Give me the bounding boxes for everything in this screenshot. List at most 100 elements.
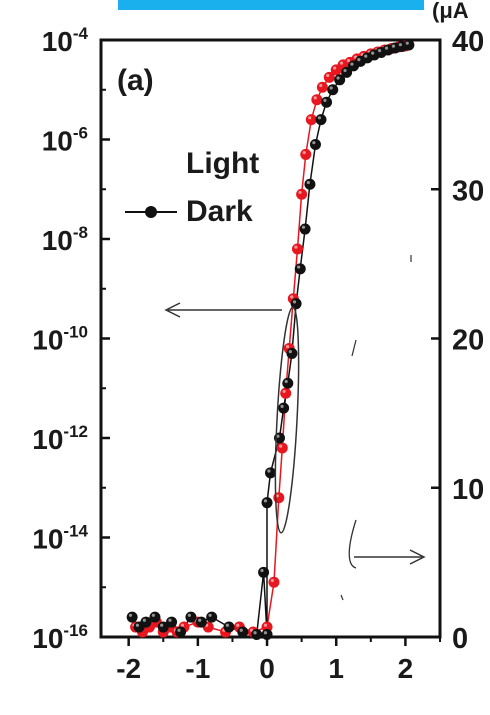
data-point-dark [309, 138, 321, 150]
data-point-highlight [282, 389, 286, 394]
data-point-highlight [236, 623, 240, 627]
data-point-highlight [377, 49, 382, 53]
x-tick-label: -2 [116, 653, 141, 684]
data-point-light [296, 188, 308, 200]
data-point-highlight [180, 623, 185, 627]
left-tick-label: 10-8 [42, 223, 88, 256]
data-point-dark [237, 626, 249, 638]
data-point-highlight [319, 83, 323, 88]
data-point-highlight [279, 444, 283, 448]
data-point-dark [195, 616, 207, 628]
data-point-highlight [384, 46, 389, 50]
data-point-highlight [357, 57, 361, 62]
annotation-log-axis [164, 302, 300, 534]
linear-trace-fragment-2 [351, 339, 357, 357]
data-point-highlight [326, 73, 330, 78]
plot-frame [99, 38, 442, 639]
x-tick-label: 2 [398, 653, 414, 684]
data-point-highlight [280, 404, 284, 408]
data-point-dark [206, 611, 218, 623]
left-tick-label: 10-12 [32, 422, 88, 455]
data-point-highlight [336, 76, 340, 80]
left-tick-label: 10-16 [32, 621, 88, 654]
data-point-highlight [405, 41, 409, 45]
data-point-highlight [160, 623, 164, 627]
data-point-dark [261, 497, 273, 509]
data-point-highlight [302, 151, 306, 155]
data-point-highlight [288, 350, 292, 354]
x-tick-label: 0 [259, 653, 275, 684]
data-point-highlight [290, 295, 294, 299]
data-point-dark [185, 611, 197, 623]
data-point-dark [282, 377, 294, 389]
data-point-highlight [294, 245, 298, 249]
data-point-dark [327, 84, 339, 96]
data-point-dark [315, 114, 327, 126]
data-point-dark [294, 263, 306, 275]
data-point-dark [299, 223, 311, 235]
series-line-light [135, 45, 406, 634]
right-tick-label: 0 [452, 623, 468, 655]
annotation-ellipse-left [274, 306, 300, 534]
data-point-light [276, 442, 288, 454]
data-point-highlight [350, 62, 354, 66]
data-point-dark [403, 39, 415, 51]
data-point-highlight [364, 54, 368, 58]
legend: Light Dark [125, 147, 259, 228]
data-point-highlight [301, 225, 306, 229]
data-point-highlight [263, 499, 268, 503]
data-point-light [280, 387, 292, 399]
data-point-highlight [135, 623, 140, 627]
data-point-dark [265, 467, 276, 479]
series-layer [126, 39, 415, 641]
right-tick-label: 10 [452, 474, 484, 506]
data-point-highlight [276, 434, 280, 438]
right-tick-label: 30 [452, 175, 484, 207]
annotation-arrow-left-head [164, 302, 181, 318]
right-axis-ticks: 40 30 20 10 0 [431, 26, 484, 655]
data-point-dark [278, 402, 290, 414]
x-tick-label: -1 [185, 653, 210, 684]
plot-border [99, 38, 442, 639]
data-point-light [300, 148, 312, 160]
data-point-highlight [353, 55, 357, 59]
data-point-highlight [292, 300, 297, 304]
data-point-dark [149, 611, 161, 623]
data-point-highlight [239, 628, 243, 632]
left-tick-label: 10-10 [32, 323, 88, 356]
left-tick-label: 10-14 [32, 522, 88, 555]
data-point-dark [166, 616, 178, 628]
x-axis-ticks: -2 -1 0 1 2 [116, 637, 441, 684]
x-tick-label: 1 [328, 653, 344, 684]
data-point-dark [261, 629, 273, 641]
data-point-highlight [187, 613, 191, 617]
data-point-highlight [151, 613, 155, 617]
right-tick-label: 40 [452, 26, 484, 58]
data-point-dark [126, 611, 138, 623]
data-point-highlight [298, 190, 302, 195]
data-point-highlight [306, 180, 310, 185]
data-point-highlight [208, 613, 212, 617]
data-point-highlight [198, 618, 202, 622]
data-point-highlight [323, 98, 327, 102]
data-point-light [305, 114, 317, 126]
data-point-highlight [371, 51, 375, 55]
left-tick-label: 10-4 [42, 24, 89, 57]
left-tick-label: 10-6 [42, 124, 88, 157]
legend-entry-dark: Dark [186, 195, 253, 228]
data-point-highlight [329, 86, 333, 90]
data-point-highlight [398, 43, 402, 47]
data-point-light [268, 576, 280, 588]
data-point-highlight [312, 141, 316, 145]
data-point-highlight [168, 618, 172, 622]
data-point-dark [304, 178, 316, 190]
data-point-highlight [317, 116, 322, 120]
data-point-highlight [343, 68, 347, 73]
left-axis-ticks: 10-4 10-6 10-8 10-10 10-12 10-14 10-16 [32, 24, 110, 654]
data-point-dark [321, 96, 333, 108]
data-point-highlight [333, 66, 337, 70]
data-point-highlight [260, 568, 264, 573]
panel-label: (a) [117, 64, 154, 97]
series-line-dark [131, 44, 410, 636]
